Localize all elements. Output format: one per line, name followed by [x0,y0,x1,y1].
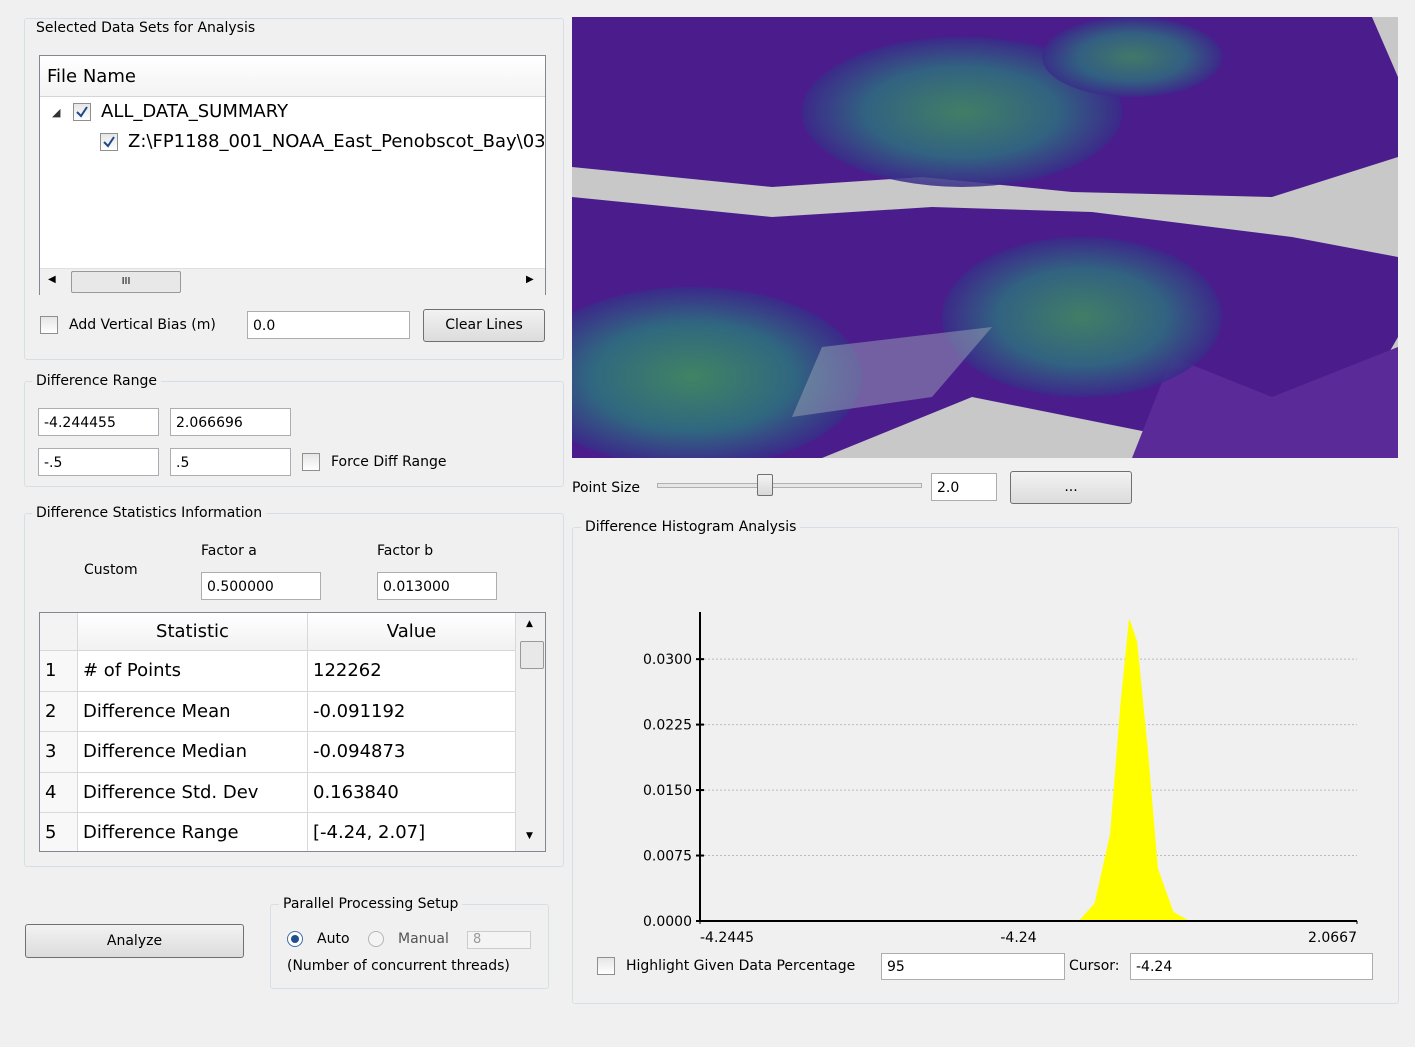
scroll-thumb[interactable]: III [71,271,181,293]
button[interactable]: Clear Lines [423,309,545,342]
expand-arrow[interactable]: ◢ [52,104,60,122]
slider-thumb[interactable] [757,474,773,496]
column-header[interactable]: Value [308,613,516,651]
y-tick-label: 0.0075 [643,849,692,865]
cursor-tick-label: -4.24 [1000,930,1036,946]
radio[interactable] [287,931,303,947]
column-title: File Name [47,67,136,87]
checkbox[interactable] [597,957,615,975]
text-input[interactable]: 95 [881,953,1065,980]
table-cell[interactable]: # of Points [78,651,308,692]
group-title: Selected Data Sets for Analysis [32,19,259,37]
table-cell[interactable]: -0.091192 [308,692,516,733]
text-input[interactable]: 0.013000 [377,572,497,600]
table-cell[interactable]: 0.163840 [308,773,516,814]
checkmark [101,134,117,150]
spin-box[interactable]: 8 [467,931,531,949]
table-cell[interactable]: Difference Std. Dev [78,773,308,814]
scroll-thumb[interactable] [520,641,544,669]
y-tick-label: 0.0300 [643,652,692,668]
scrollbar[interactable]: ◀ III ▶ [40,268,545,295]
column-header[interactable]: Statistic [78,613,308,651]
table-cell[interactable]: -0.094873 [308,732,516,773]
table-cell[interactable]: Difference Median [78,732,308,773]
radio-label: Manual [398,930,449,948]
checkbox-label: Force Diff Range [331,453,446,471]
scroll-right[interactable]: ▶ [526,274,534,285]
row-number[interactable]: 2 [40,692,78,733]
text-input[interactable]: -4.24 [1130,953,1373,980]
text-input[interactable]: 2.066696 [170,408,291,436]
corner-cell [40,613,78,651]
checkbox-label: Add Vertical Bias (m) [69,316,216,334]
row-number[interactable]: 1 [40,651,78,692]
scroll-up[interactable]: ▲ [526,619,533,629]
histogram-area [700,620,1357,921]
row-number[interactable]: 5 [40,813,78,852]
tree-checkbox[interactable] [100,133,118,151]
x-tick-label: -4.2445 [700,930,754,946]
text-input[interactable]: 2.0 [931,473,997,501]
tree-checkbox[interactable] [73,103,91,121]
button[interactable]: ... [1010,471,1132,504]
radio[interactable] [368,931,384,947]
table-cell[interactable]: [-4.24, 2.07] [308,813,516,852]
text-input[interactable]: -.5 [38,448,159,476]
checkbox-label: Highlight Given Data Percentage [626,957,855,975]
table-cell[interactable]: 122262 [308,651,516,692]
y-tick-label: 0.0000 [643,914,692,930]
text-input[interactable]: 0.0 [247,311,410,339]
x-tick-label: 2.0667 [1308,930,1357,946]
label: Point Size [572,479,640,497]
radio-label: Auto [317,930,350,948]
scrollbar[interactable]: ▲ ▼ [516,613,545,851]
y-tick-label: 0.0225 [643,718,692,734]
checkbox[interactable] [302,453,320,471]
label: Factor b [377,542,433,560]
label: Cursor: [1069,957,1120,975]
label: Custom [84,561,138,579]
scroll-left[interactable]: ◀ [48,274,56,285]
table-cell[interactable]: Difference Range [78,813,308,852]
scroll-down[interactable]: ▼ [526,831,533,841]
table-cell[interactable]: Difference Mean [78,692,308,733]
group-title: Parallel Processing Setup [279,895,462,913]
tree-item[interactable]: ALL_DATA_SUMMARY [101,102,288,122]
text-input[interactable]: 0.500000 [201,572,321,600]
slider-track[interactable] [657,483,922,488]
row-number[interactable]: 3 [40,732,78,773]
window: Selected Data Sets for Analysis File Nam… [0,0,1415,1047]
group-title: Difference Statistics Information [32,504,266,522]
page: Difference Analysis {"selected_group": {… [0,0,1415,1047]
checkbox[interactable] [40,316,58,334]
group-title: Difference Range [32,372,161,390]
text-input[interactable]: -4.244455 [38,408,159,436]
button[interactable]: Analyze [25,924,244,958]
note: (Number of concurrent threads) [287,957,510,975]
tree-item[interactable]: Z:\FP1188_001_NOAA_East_Penobscot_Bay\03… [128,132,544,152]
group-title: Difference Histogram Analysis [581,518,800,536]
label: Factor a [201,542,257,560]
y-tick-label: 0.0150 [643,783,692,799]
histogram-chart: 0.0000 0.0075 0.0150 0.0225 0.0300 -4.2445 2.0… [580,590,1380,950]
row-number[interactable]: 4 [40,773,78,814]
point-cloud-view[interactable] [572,17,1398,458]
checkmark [74,104,90,120]
text-input[interactable]: .5 [170,448,291,476]
